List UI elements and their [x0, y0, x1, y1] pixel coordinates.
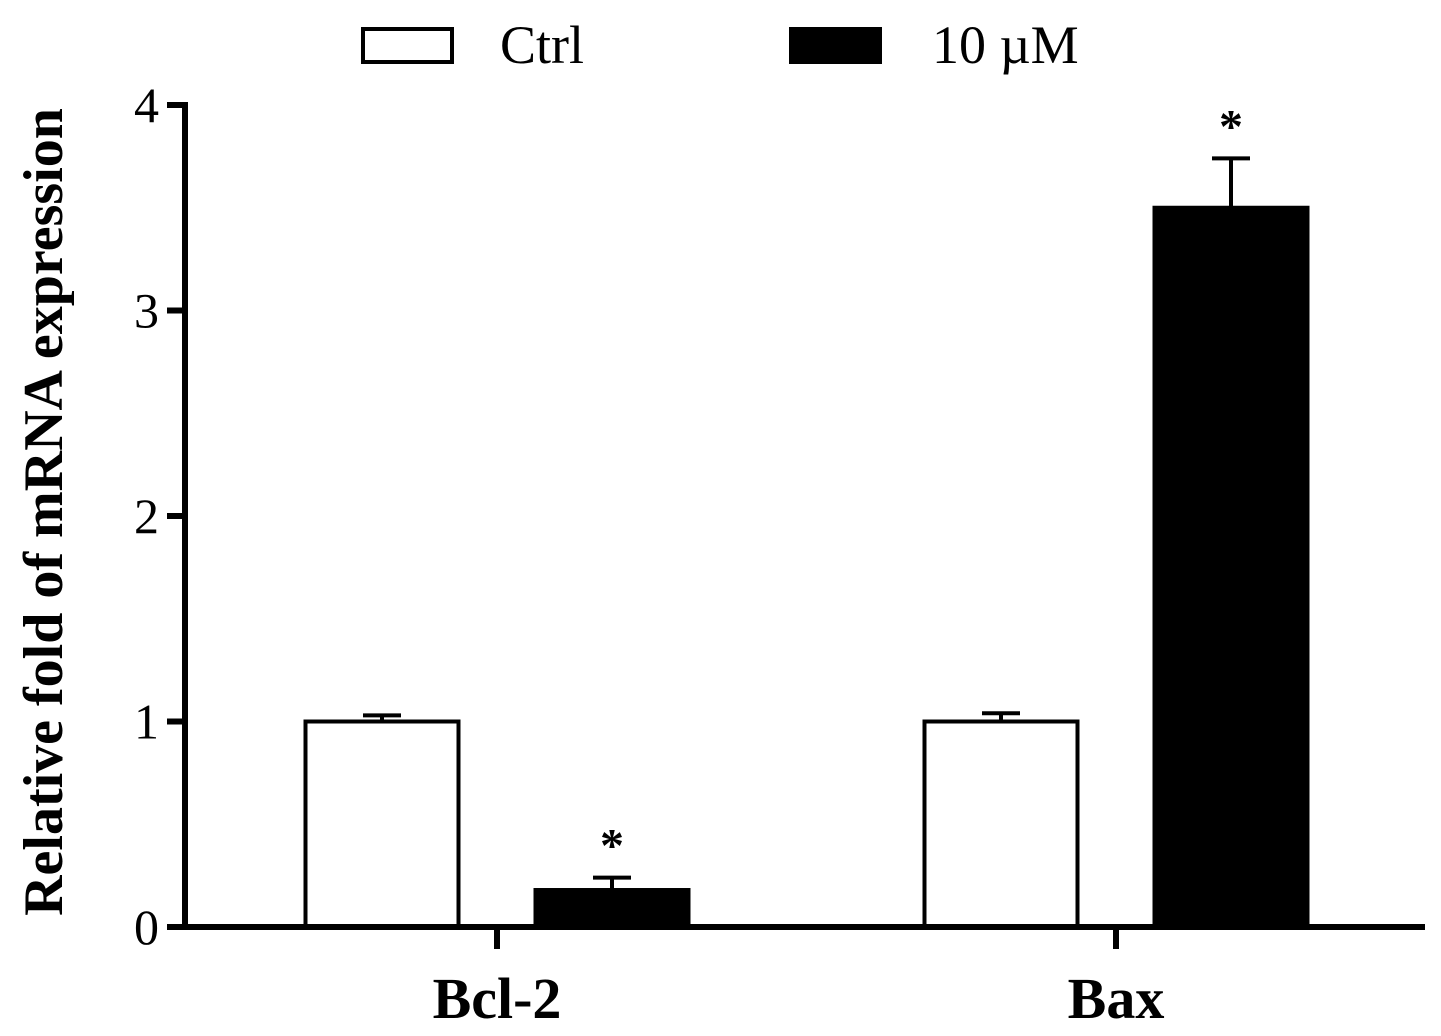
y-axis-title: Relative fold of mRNA expression	[13, 108, 75, 916]
legend-swatch	[361, 27, 454, 64]
y-tick-label: 1	[134, 694, 159, 750]
x-tick-label: Bcl-2	[433, 966, 562, 1031]
bar	[303, 719, 461, 929]
x-tick-label: Bax	[1068, 966, 1165, 1031]
y-tick-label: 0	[134, 899, 159, 955]
bars: **	[303, 100, 1310, 930]
significance-marker: *	[600, 820, 624, 873]
bar	[1152, 205, 1310, 929]
bar	[533, 888, 691, 930]
y-tick-label: 4	[134, 77, 159, 133]
significance-marker: *	[1219, 100, 1243, 153]
y-axis: 0 1 2 3 4	[134, 77, 188, 955]
legend-label: Ctrl	[500, 15, 584, 75]
legend: Ctrl 10 µM	[361, 15, 1079, 75]
y-tick-label: 3	[134, 283, 159, 339]
x-axis: Bcl-2 Bax	[182, 924, 1425, 1031]
legend-label: 10 µM	[932, 15, 1079, 75]
legend-swatch	[789, 27, 882, 64]
bar	[922, 719, 1080, 929]
y-tick-label: 2	[134, 488, 159, 544]
